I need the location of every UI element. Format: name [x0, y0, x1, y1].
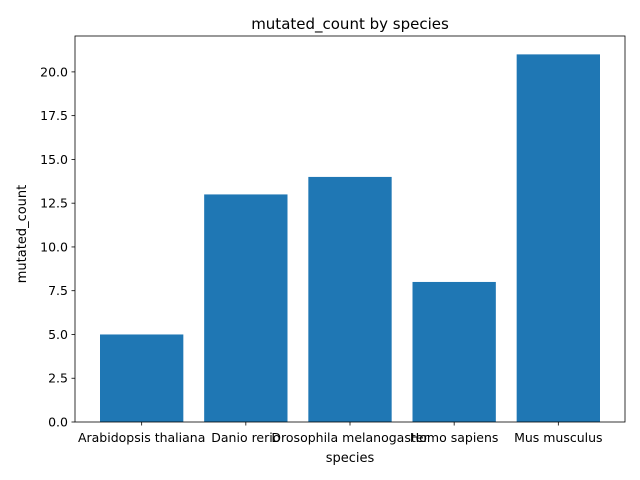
bar-arabidopsis-thaliana	[100, 334, 184, 422]
bar-danio-rerio	[204, 194, 288, 422]
y-tick-label: 5.0	[48, 327, 68, 342]
chart-title: mutated_count by species	[251, 15, 449, 34]
y-tick-label: 2.5	[48, 371, 68, 386]
y-tick-label: 0.0	[48, 415, 68, 430]
y-tick-label: 17.5	[40, 108, 68, 123]
x-tick-label: Danio rerio	[211, 430, 280, 445]
y-axis-label: mutated_count	[15, 185, 30, 284]
x-tick-label: Mus musculus	[514, 430, 603, 445]
axis-ticks: Arabidopsis thaliana Danio rerioDrosophil…	[40, 64, 602, 445]
bars	[100, 54, 600, 422]
y-tick-label: 20.0	[40, 64, 68, 79]
plot-frame	[74, 35, 626, 423]
x-axis-label: species	[326, 451, 375, 466]
y-tick-label: 7.5	[48, 283, 68, 298]
bar-drosophila-melanogaster	[308, 176, 392, 422]
x-tick-label: Arabidopsis thaliana	[78, 430, 205, 445]
bar-mus-musculus	[516, 54, 600, 422]
bar-homo-sapiens	[412, 281, 496, 422]
x-tick-label: Homo sapiens	[410, 430, 499, 445]
y-tick-label: 15.0	[40, 152, 68, 167]
y-tick-label: 12.5	[40, 196, 68, 211]
y-tick-label: 10.0	[40, 239, 68, 254]
x-tick-label: Drosophila melanogaster	[271, 430, 429, 445]
